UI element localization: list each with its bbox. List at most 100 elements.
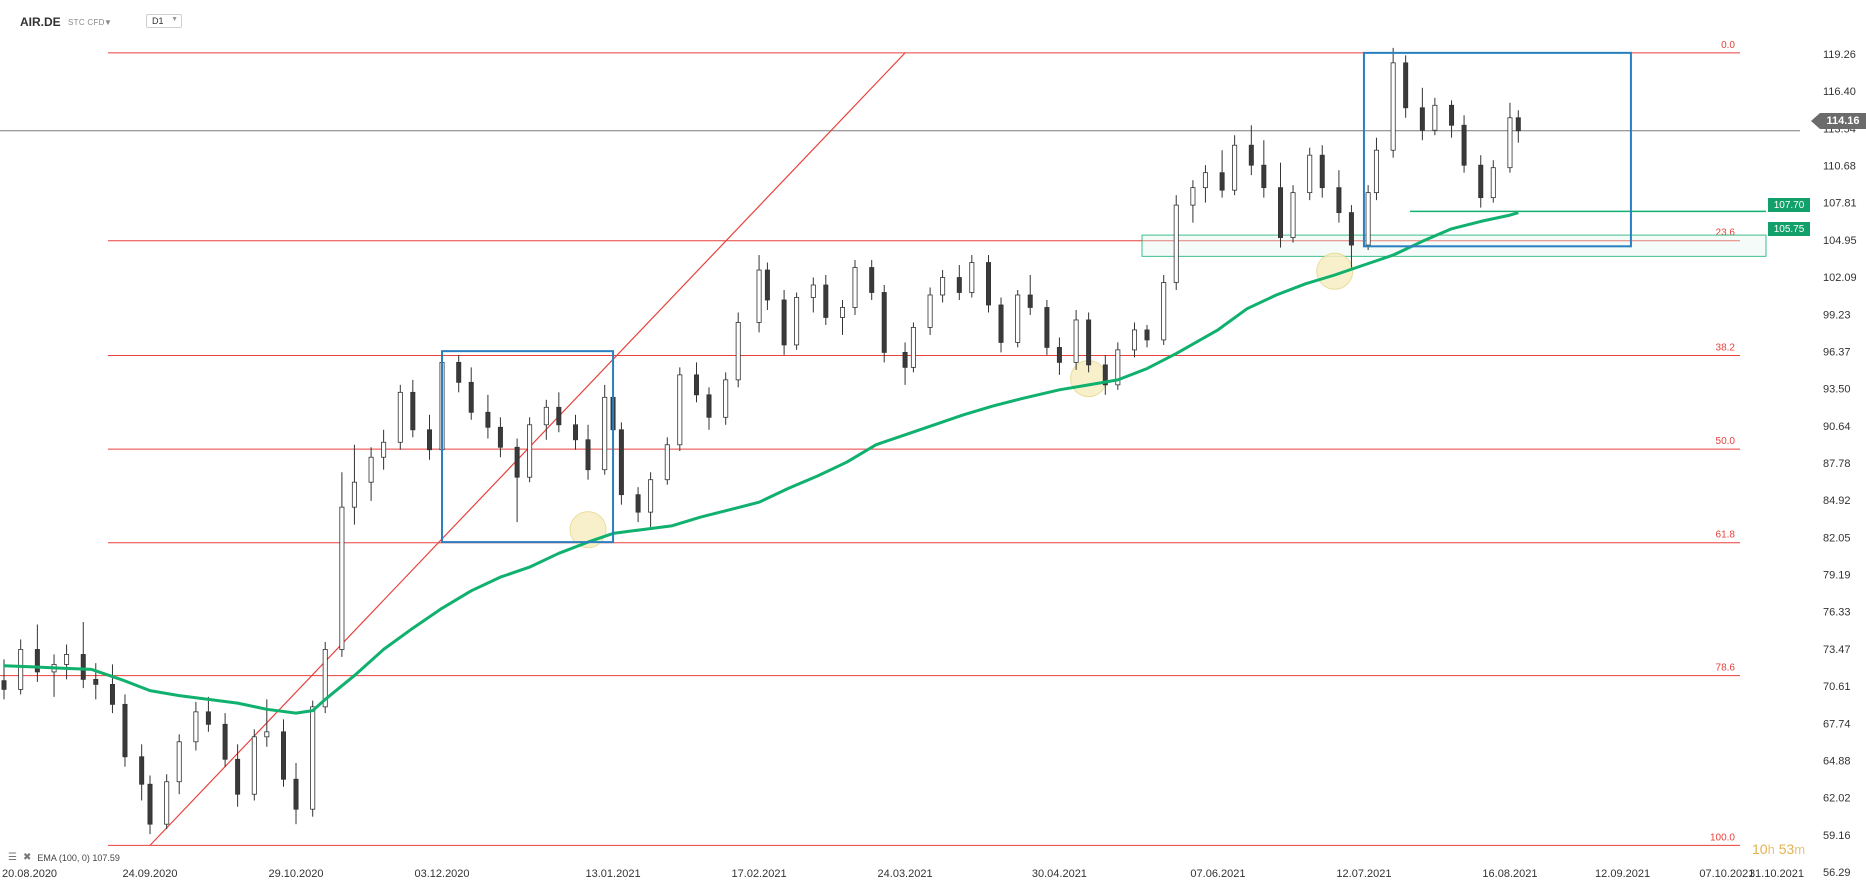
y-tick-label: 116.40 [1823,86,1856,98]
candle [1027,275,1033,315]
candle [910,322,916,373]
x-tick-label: 31.10.2021 [1749,868,1804,880]
y-tick-label: 107.81 [1823,198,1857,210]
candle [1190,180,1196,223]
candle-body [497,426,503,448]
candle-body [1373,149,1379,194]
candle [1348,205,1354,268]
candle-body [1490,167,1496,199]
candle-body [1278,187,1284,238]
candle-body [456,361,462,383]
candle-body [940,277,946,296]
candle-body [556,406,562,426]
candle-body [635,494,641,513]
fib-level-label: 78.6 [1716,663,1736,674]
y-tick-label: 87.78 [1823,458,1851,470]
candle-body [1,680,7,690]
candle-body [176,741,182,783]
y-tick-label: 79.19 [1823,570,1851,582]
candle-body [723,379,729,418]
candle [368,447,374,501]
symbol-label[interactable]: AIR.DE [20,15,61,29]
candle-body [1507,117,1513,169]
candle-body [677,374,683,446]
candle-body [585,439,591,471]
x-tick-label: 24.03.2021 [878,868,933,880]
candle [1307,147,1313,201]
candle [397,384,403,450]
candle-body [1336,187,1342,214]
candle [556,392,562,433]
candle [80,621,86,689]
candle-body [339,506,345,650]
candle-body [706,394,712,418]
candle-body [514,446,520,478]
x-tick-label: 12.07.2021 [1336,868,1391,880]
candle-body [1419,107,1425,131]
y-tick-label: 90.64 [1823,421,1851,433]
candle-body [1056,347,1062,363]
candle [222,713,228,767]
candle-body [1086,319,1092,366]
candle [1261,140,1267,198]
candle [109,664,115,714]
candle-body [1015,294,1021,343]
candle-body [1161,282,1167,341]
candle-body [322,649,328,708]
candle [264,699,270,747]
candle [677,367,683,451]
candle-body [251,736,257,795]
candle-body [310,706,316,810]
countdown-hours-unit: h [1767,842,1775,857]
timeframe-select[interactable]: D1 ▼ [146,14,182,28]
candle [543,399,549,440]
candle [723,372,729,425]
x-tick-label: 03.12.2020 [414,868,469,880]
candle [1390,47,1396,158]
y-tick-label: 67.74 [1823,718,1851,730]
y-tick-label: 59.16 [1823,830,1851,842]
y-tick-label: 56.29 [1823,867,1851,879]
candle [986,255,992,313]
y-tick-label: 96.37 [1823,346,1851,358]
candle-body [147,783,153,825]
candle [1086,312,1092,373]
candle-body [122,703,128,758]
candle [1490,160,1496,203]
candle [1202,165,1208,203]
candle [93,663,99,700]
fib-level-label: 38.2 [1716,343,1736,354]
candle-body [1144,329,1150,341]
candle-body [618,429,624,496]
candle [794,292,800,350]
candle [1044,299,1050,355]
close-icon[interactable]: ✖ [22,852,32,863]
candle [193,701,199,751]
instrument-type-label: STC CFD [68,17,105,27]
x-tick-label: 13.01.2021 [586,868,641,880]
chevron-down-icon[interactable]: ▼ [104,17,112,27]
candle-body [969,262,975,293]
candle [902,342,908,385]
y-tick-label: 76.33 [1823,607,1851,619]
candle-body [293,778,299,810]
candle-body [764,269,770,301]
candle [34,624,40,682]
consolidation-box [1362,51,1632,248]
candle [810,277,816,313]
candle-body [1115,349,1121,386]
candle [1461,115,1467,173]
x-tick-label: 20.08.2020 [2,868,57,880]
candle-body [1348,212,1354,246]
candle [823,275,829,325]
settings-icon[interactable]: ☰ [8,852,17,863]
candle-body [1307,154,1313,194]
candle-body [1403,62,1409,109]
candle [664,437,670,485]
candle-body [1261,164,1267,189]
x-tick-label: 24.09.2020 [122,868,177,880]
y-tick-label: 102.09 [1823,272,1857,284]
candle [139,744,145,801]
